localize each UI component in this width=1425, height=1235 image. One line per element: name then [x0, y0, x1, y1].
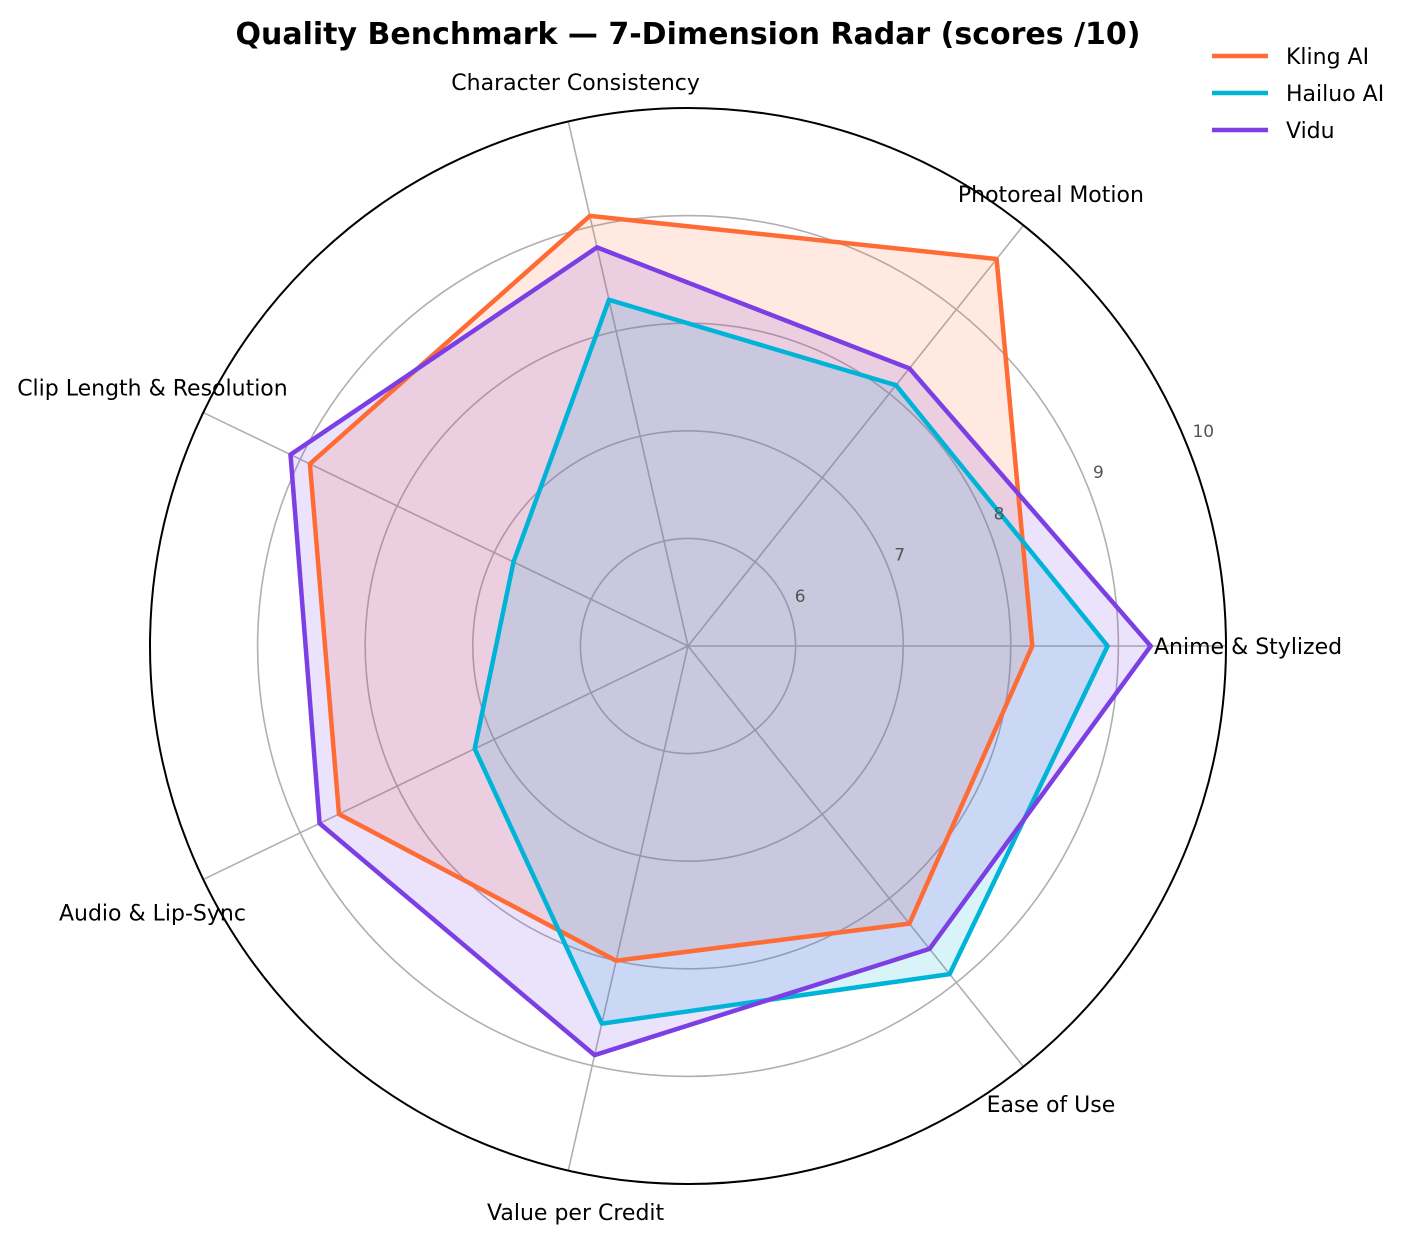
axis-label: Ease of Use [987, 1093, 1116, 1118]
series-line-2 [288, 245, 1153, 1058]
grid-layer [149, 107, 1227, 1185]
series-fill-1 [474, 299, 1108, 1024]
series-line-0 [307, 213, 1035, 963]
series-line-1 [472, 297, 1110, 1026]
legend-label: Kling AI [1286, 45, 1369, 70]
spoke-line [202, 645, 689, 881]
r-tick-label: 7 [894, 546, 905, 566]
spoke-line [687, 645, 1025, 1068]
axis-label: Audio & Lip-Sync [59, 902, 246, 927]
legend-label: Vidu [1286, 119, 1335, 144]
axis-label: Character Consistency [451, 71, 700, 96]
spoke-line [687, 224, 1025, 647]
outer-frame [149, 107, 1227, 1185]
r-tick-label: 6 [795, 587, 806, 607]
series-fill-0 [309, 215, 1033, 961]
spoke-line [567, 121, 689, 647]
r-tick-label: 10 [1192, 422, 1214, 442]
label-layer: 6 7 8 9 10 Anime & Stylized Photoreal Motion Ch… [17, 71, 1342, 1226]
r-tick-label: 9 [1093, 463, 1104, 483]
series-layer [288, 213, 1153, 1058]
axis-label: Photoreal Motion [958, 183, 1144, 208]
legend-label: Hailuo AI [1286, 82, 1384, 107]
axis-label: Value per Credit [487, 1201, 664, 1226]
spoke-line [567, 645, 689, 1171]
legend: Kling AI Hailuo AI Vidu [1212, 45, 1384, 144]
chart-title: Quality Benchmark — 7-Dimension Radar (s… [235, 17, 1140, 52]
axis-label: Clip Length & Resolution [17, 376, 288, 401]
series-fill-2 [290, 247, 1151, 1056]
axis-label: Anime & Stylized [1154, 635, 1342, 660]
spoke-line [202, 411, 689, 647]
r-tick-label: 8 [994, 504, 1005, 524]
